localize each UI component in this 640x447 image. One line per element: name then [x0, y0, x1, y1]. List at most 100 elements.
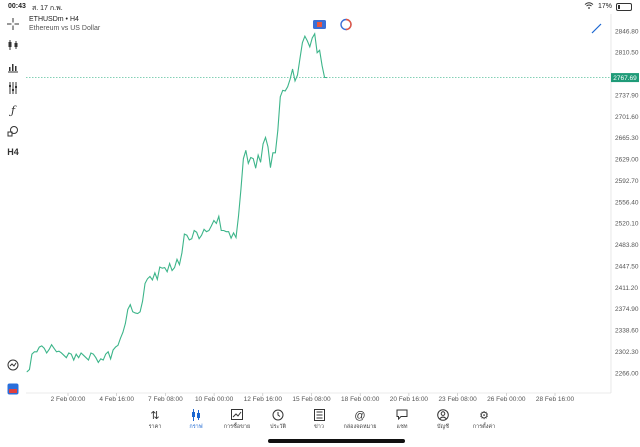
- price-point: [142, 300, 143, 302]
- tab-news[interactable]: ข่าว: [299, 409, 339, 431]
- tab-history[interactable]: ประวัติ: [258, 409, 298, 431]
- price-point: [58, 350, 60, 352]
- price-point: [196, 231, 198, 233]
- price-point: [149, 276, 151, 277]
- price-point: [88, 359, 89, 361]
- price-tick-label: 2810.50: [615, 50, 639, 57]
- tab-account[interactable]: บัญชี: [423, 409, 463, 431]
- tab-quotes[interactable]: ⇅ ราคา: [135, 409, 175, 431]
- price-point: [117, 344, 119, 346]
- candlestick-type-icon[interactable]: [5, 37, 21, 53]
- price-point: [129, 304, 131, 306]
- price-point: [36, 351, 38, 353]
- price-point: [294, 80, 296, 82]
- tab-label: บัญชี: [437, 424, 449, 430]
- history-icon: [258, 409, 298, 423]
- price-point: [223, 230, 225, 231]
- news-icon: [299, 409, 339, 423]
- price-point: [188, 239, 190, 241]
- quotes-icon: ⇅: [150, 410, 160, 422]
- price-point: [287, 86, 289, 88]
- price-tick-label: 2447.50: [615, 263, 639, 270]
- time-tick-label: 18 Feb 00:00: [341, 396, 380, 403]
- price-point: [38, 346, 40, 348]
- price-point: [124, 323, 126, 324]
- tab-settings[interactable]: ⚙ การตั้งค่า: [464, 409, 504, 431]
- price-point: [41, 345, 43, 347]
- price-point: [115, 346, 116, 348]
- tab-trade[interactable]: การซื้อขาย: [217, 409, 257, 431]
- time-tick-label: 7 Feb 08:00: [148, 396, 183, 403]
- price-point: [270, 167, 271, 168]
- price-point: [326, 77, 328, 78]
- price-tick-label: 2846.80: [615, 28, 639, 35]
- price-point: [100, 358, 102, 360]
- price-tick-label: 2520.10: [615, 221, 639, 228]
- price-tick-label: 2483.80: [615, 242, 639, 249]
- price-point: [122, 331, 124, 333]
- price-point: [282, 89, 284, 91]
- price-point: [176, 258, 178, 260]
- one-click-panel-icon[interactable]: [340, 18, 352, 31]
- time-tick-label: 23 Feb 08:00: [438, 396, 477, 403]
- crosshair-icon[interactable]: [5, 16, 21, 32]
- status-date: ส. 17 ก.พ.: [32, 5, 63, 12]
- price-point: [267, 146, 269, 148]
- price-point: [277, 130, 279, 131]
- indicators-icon[interactable]: [5, 80, 21, 96]
- tab-chart[interactable]: กราฟ: [176, 409, 216, 431]
- price-point: [252, 158, 254, 160]
- price-point: [70, 353, 72, 355]
- function-icon[interactable]: ƒ: [10, 103, 16, 117]
- wifi-icon: [584, 2, 594, 11]
- status-right: 17%: [584, 2, 632, 11]
- price-tick-label: 2266.00: [615, 370, 639, 377]
- price-point: [174, 267, 175, 268]
- one-click-trading-icon[interactable]: [5, 381, 21, 397]
- tab-chat[interactable]: แชท: [382, 409, 422, 431]
- time-tick-label: 20 Feb 16:00: [390, 396, 429, 403]
- price-point: [304, 35, 306, 37]
- price-point: [215, 223, 217, 224]
- chart-symbol: ETHUSDm • H4: [29, 16, 79, 23]
- price-point: [169, 263, 171, 264]
- trade-icon: [217, 409, 257, 423]
- draw-line-icon[interactable]: [591, 23, 602, 34]
- price-point: [309, 46, 311, 48]
- price-chart[interactable]: 2846.80 2810.50 2737.90 2701.60 2665.30 2629.…: [0, 0, 640, 406]
- price-point: [90, 352, 92, 354]
- search-chart-icon[interactable]: [5, 357, 21, 373]
- price-point: [208, 230, 210, 231]
- volume-icon[interactable]: [5, 59, 21, 75]
- price-point: [154, 272, 156, 274]
- price-tick-label: 2592.70: [615, 178, 639, 185]
- timeframe-h4-icon[interactable]: H4: [7, 147, 19, 157]
- price-point: [147, 278, 148, 280]
- price-point: [73, 359, 75, 361]
- objects-icon[interactable]: [5, 123, 21, 139]
- price-point: [247, 162, 249, 164]
- price-point: [29, 369, 30, 370]
- battery-percent: 17%: [597, 3, 612, 10]
- buy-sell-button[interactable]: [313, 20, 326, 29]
- price-tick-label: 2701.60: [615, 114, 639, 121]
- price-point: [56, 351, 57, 353]
- status-time: 00:43: [8, 3, 26, 10]
- price-point: [68, 352, 70, 354]
- price-point: [127, 309, 129, 310]
- home-indicator[interactable]: [268, 439, 405, 443]
- price-point: [65, 357, 67, 359]
- price-point: [63, 354, 65, 356]
- price-point: [262, 143, 264, 145]
- tab-label: การซื้อขาย: [223, 424, 251, 430]
- tab-mailbox[interactable]: @ กล่องจดหมาย: [340, 409, 380, 431]
- price-tick-label: 2338.60: [615, 328, 639, 335]
- price-point: [75, 353, 77, 355]
- price-tick-label: 2374.90: [615, 306, 639, 313]
- price-point: [33, 351, 35, 353]
- price-point: [105, 353, 107, 355]
- chart-header: ETHUSDm • H4 Ethereum vs US Dollar: [29, 15, 100, 33]
- price-point: [238, 215, 239, 217]
- price-point: [161, 267, 163, 269]
- tab-label: การตั้งค่า: [472, 424, 496, 430]
